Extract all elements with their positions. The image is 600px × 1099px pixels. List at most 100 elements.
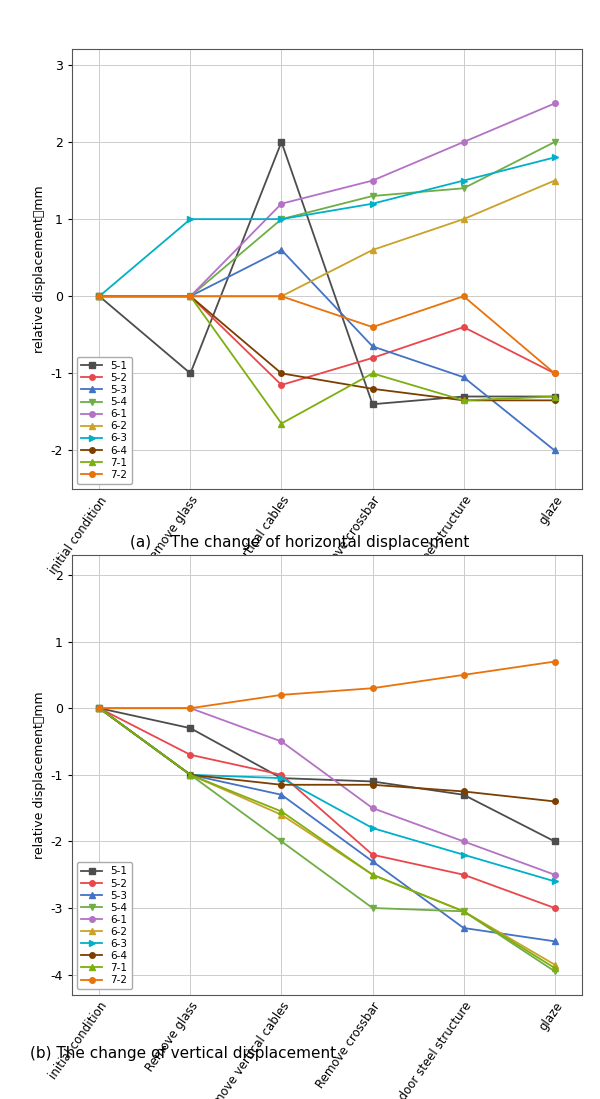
7-1: [460, 904, 467, 918]
7-1: [96, 701, 103, 714]
6-3: [278, 771, 285, 785]
5-4: [369, 189, 376, 202]
Legend: 5-1, 5-2, 5-3, 5-4, 6-1, 6-2, 6-3, 6-4, 7-1, 7-2: 5-1, 5-2, 5-3, 5-4, 6-1, 6-2, 6-3, 6-4, …: [77, 357, 132, 484]
6-4: [551, 795, 558, 808]
7-1: [551, 390, 558, 403]
6-3: [96, 290, 103, 303]
5-3: [187, 290, 194, 303]
5-1: [96, 290, 103, 303]
6-1: [551, 868, 558, 881]
5-3: [278, 788, 285, 801]
6-2: [187, 768, 194, 781]
Line: 6-3: 6-3: [97, 706, 557, 884]
6-4: [278, 778, 285, 791]
6-1: [369, 174, 376, 187]
6-4: [460, 393, 467, 407]
5-3: [96, 290, 103, 303]
5-4: [96, 290, 103, 303]
7-1: [551, 962, 558, 975]
5-3: [187, 768, 194, 781]
5-2: [96, 701, 103, 714]
7-1: [369, 868, 376, 881]
Line: 6-1: 6-1: [97, 706, 557, 877]
5-1: [551, 390, 558, 403]
6-3: [551, 151, 558, 164]
Y-axis label: relative displacement／mm: relative displacement／mm: [34, 186, 46, 353]
5-3: [460, 921, 467, 934]
6-3: [96, 701, 103, 714]
5-4: [187, 768, 194, 781]
5-2: [278, 378, 285, 391]
6-1: [278, 735, 285, 748]
Line: 5-4: 5-4: [97, 706, 557, 974]
7-2: [278, 688, 285, 701]
6-3: [551, 875, 558, 888]
5-2: [187, 290, 194, 303]
Line: 6-2: 6-2: [97, 706, 557, 967]
Text: (a)    The change of horizontal displacement: (a) The change of horizontal displacemen…: [130, 535, 470, 551]
5-2: [460, 868, 467, 881]
6-1: [460, 835, 467, 848]
6-4: [96, 701, 103, 714]
6-4: [460, 785, 467, 798]
5-2: [187, 748, 194, 762]
Line: 6-2: 6-2: [97, 178, 557, 299]
6-2: [369, 868, 376, 881]
Line: 5-1: 5-1: [97, 140, 557, 407]
6-1: [278, 197, 285, 210]
6-3: [278, 212, 285, 225]
5-3: [551, 935, 558, 948]
5-3: [369, 340, 376, 353]
5-1: [278, 771, 285, 785]
6-1: [460, 135, 467, 148]
5-1: [369, 398, 376, 411]
6-3: [369, 197, 376, 210]
Line: 5-1: 5-1: [97, 706, 557, 844]
6-2: [369, 243, 376, 256]
5-1: [460, 390, 467, 403]
6-2: [96, 290, 103, 303]
Line: 7-2: 7-2: [97, 658, 557, 711]
7-2: [460, 668, 467, 681]
7-2: [369, 321, 376, 334]
7-1: [369, 367, 376, 380]
Line: 6-4: 6-4: [97, 293, 557, 403]
7-2: [187, 701, 194, 714]
6-2: [96, 701, 103, 714]
5-1: [187, 722, 194, 735]
6-1: [369, 801, 376, 814]
6-3: [460, 848, 467, 862]
5-2: [551, 901, 558, 914]
5-4: [96, 701, 103, 714]
5-4: [460, 181, 467, 195]
7-2: [551, 367, 558, 380]
Line: 6-1: 6-1: [97, 101, 557, 299]
7-2: [96, 701, 103, 714]
5-3: [551, 444, 558, 457]
5-4: [187, 290, 194, 303]
6-1: [187, 290, 194, 303]
Legend: 5-1, 5-2, 5-3, 5-4, 6-1, 6-2, 6-3, 6-4, 7-1, 7-2: 5-1, 5-2, 5-3, 5-4, 6-1, 6-2, 6-3, 6-4, …: [77, 863, 132, 989]
Line: 5-2: 5-2: [97, 293, 557, 388]
5-2: [96, 290, 103, 303]
Text: (b) The change of vertical displacement: (b) The change of vertical displacement: [30, 1046, 336, 1062]
5-3: [96, 701, 103, 714]
6-4: [369, 382, 376, 396]
5-2: [278, 768, 285, 781]
7-1: [460, 393, 467, 407]
Line: 7-2: 7-2: [97, 293, 557, 376]
7-1: [278, 804, 285, 818]
Line: 5-2: 5-2: [97, 706, 557, 911]
5-1: [369, 775, 376, 788]
5-2: [460, 321, 467, 334]
5-1: [460, 788, 467, 801]
6-2: [278, 808, 285, 821]
5-4: [551, 965, 558, 978]
6-2: [551, 958, 558, 972]
5-2: [369, 848, 376, 862]
5-4: [460, 904, 467, 918]
5-4: [369, 901, 376, 914]
6-4: [278, 367, 285, 380]
7-2: [187, 290, 194, 303]
Y-axis label: relative displacement／mm: relative displacement／mm: [34, 691, 46, 858]
